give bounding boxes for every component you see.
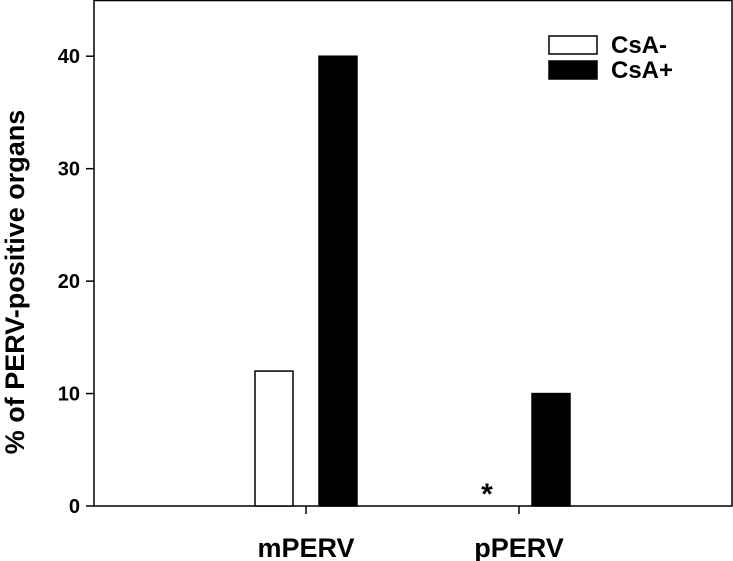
y-tick-label: 0 <box>69 496 80 518</box>
y-tick-label: 30 <box>58 159 80 181</box>
y-axis-title: % of PERV-positive organs <box>0 110 30 455</box>
x-tick-label: mPERV <box>257 533 354 561</box>
legend-label: CsA- <box>611 32 667 59</box>
plot-area: 0 10 20 30 40 mPERV pPERV * CsA-CsA+ <box>58 0 733 561</box>
bar-csa-pperv <box>531 392 571 507</box>
bar-csa-mperv <box>254 370 294 507</box>
plot-frame <box>93 0 733 507</box>
y-tick-label: 40 <box>58 46 80 68</box>
legend-swatch <box>548 35 598 55</box>
x-tick-label: pPERV <box>474 533 564 561</box>
y-tick-label: 10 <box>58 384 80 406</box>
legend-label: CsA+ <box>611 57 673 84</box>
annotation-asterisk: * <box>481 478 493 511</box>
legend-swatch <box>548 60 598 80</box>
y-tick-label: 20 <box>58 271 80 293</box>
bar-csa-mperv <box>318 55 358 507</box>
